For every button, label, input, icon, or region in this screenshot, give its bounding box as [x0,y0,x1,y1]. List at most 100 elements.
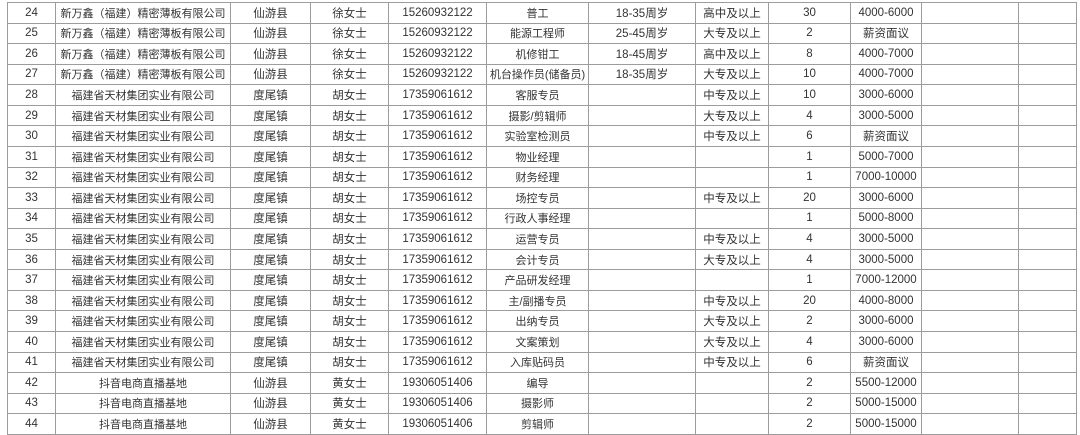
cell-empty-1[interactable] [921,310,1019,332]
cell-town[interactable]: 度尾镇 [230,207,311,230]
cell-salary[interactable]: 薪资面议 [850,351,922,374]
cell-row-number[interactable]: 34 [7,207,56,230]
cell-row-number[interactable]: 38 [7,289,56,312]
cell-position[interactable]: 普工 [486,2,589,24]
cell-salary[interactable]: 3000-6000 [850,310,922,332]
cell-age-range[interactable] [588,104,696,127]
cell-position[interactable]: 入库贴码员 [486,351,589,374]
cell-age-range[interactable] [588,187,696,209]
cell-salary[interactable]: 薪资面议 [850,125,922,147]
cell-contact[interactable]: 胡女士 [310,248,389,271]
cell-education[interactable] [695,269,769,291]
cell-company[interactable]: 福建省天材集团实业有限公司 [55,187,231,209]
cell-salary[interactable]: 5000-15000 [850,413,922,435]
cell-empty-1[interactable] [921,269,1019,291]
cell-company[interactable]: 福建省天材集团实业有限公司 [55,269,231,291]
cell-salary[interactable]: 4000-7000 [850,63,922,86]
cell-openings[interactable]: 6 [768,351,851,374]
cell-company[interactable]: 福建省天材集团实业有限公司 [55,228,231,250]
cell-empty-1[interactable] [921,104,1019,127]
cell-empty-1[interactable] [921,372,1019,394]
cell-company[interactable]: 抖音电商直播基地 [55,372,231,394]
cell-education[interactable]: 高中及以上 [695,2,769,24]
cell-company[interactable]: 福建省天材集团实业有限公司 [55,104,231,127]
cell-row-number[interactable]: 30 [7,125,56,147]
cell-town[interactable]: 仙游县 [230,63,311,86]
cell-salary[interactable]: 3000-5000 [850,104,922,127]
cell-empty-1[interactable] [921,125,1019,147]
cell-openings[interactable]: 10 [768,63,851,86]
cell-position[interactable]: 编导 [486,372,589,394]
cell-phone[interactable]: 17359061612 [388,289,487,312]
cell-education[interactable]: 中专及以上 [695,228,769,250]
cell-empty-1[interactable] [921,166,1019,189]
cell-education[interactable]: 大专及以上 [695,63,769,86]
cell-salary[interactable]: 3000-5000 [850,228,922,250]
cell-company[interactable]: 新万鑫（福建）精密薄板有限公司 [55,2,231,24]
cell-position[interactable]: 机修钳工 [486,43,589,65]
cell-openings[interactable]: 2 [768,310,851,332]
cell-position[interactable]: 场控专员 [486,187,589,209]
cell-row-number[interactable]: 36 [7,248,56,271]
cell-phone[interactable]: 17359061612 [388,207,487,230]
cell-openings[interactable]: 2 [768,392,851,415]
cell-contact[interactable]: 胡女士 [310,289,389,312]
cell-row-number[interactable]: 35 [7,228,56,250]
cell-position[interactable]: 产品研发经理 [486,269,589,291]
cell-salary[interactable]: 4000-6000 [850,2,922,24]
cell-position[interactable]: 机台操作员(储备员) [486,63,589,86]
cell-empty-1[interactable] [921,248,1019,271]
cell-company[interactable]: 新万鑫（福建）精密薄板有限公司 [55,43,231,65]
cell-openings[interactable]: 2 [768,372,851,394]
cell-empty-2[interactable] [1018,248,1077,271]
cell-empty-2[interactable] [1018,269,1077,291]
cell-town[interactable]: 仙游县 [230,2,311,24]
cell-age-range[interactable]: 18-45周岁 [588,43,696,65]
cell-town[interactable]: 度尾镇 [230,104,311,127]
cell-openings[interactable]: 1 [768,207,851,230]
cell-position[interactable]: 能源工程师 [486,22,589,45]
cell-contact[interactable]: 胡女士 [310,351,389,374]
cell-row-number[interactable]: 39 [7,310,56,332]
cell-town[interactable]: 度尾镇 [230,187,311,209]
cell-row-number[interactable]: 28 [7,84,56,106]
cell-openings[interactable]: 4 [768,104,851,127]
cell-age-range[interactable] [588,392,696,415]
cell-openings[interactable]: 30 [768,2,851,24]
cell-empty-1[interactable] [921,2,1019,24]
cell-row-number[interactable]: 40 [7,331,56,353]
cell-town[interactable]: 度尾镇 [230,269,311,291]
cell-age-range[interactable] [588,166,696,189]
cell-openings[interactable]: 2 [768,22,851,45]
cell-company[interactable]: 福建省天材集团实业有限公司 [55,84,231,106]
cell-empty-1[interactable] [921,43,1019,65]
cell-empty-2[interactable] [1018,63,1077,86]
cell-empty-2[interactable] [1018,2,1077,24]
cell-town[interactable]: 度尾镇 [230,351,311,374]
cell-town[interactable]: 度尾镇 [230,166,311,189]
cell-education[interactable]: 中专及以上 [695,84,769,106]
cell-openings[interactable]: 8 [768,43,851,65]
cell-age-range[interactable] [588,145,696,168]
cell-openings[interactable]: 1 [768,166,851,189]
cell-position[interactable]: 出纳专员 [486,310,589,332]
cell-contact[interactable]: 黄女士 [310,372,389,394]
cell-company[interactable]: 抖音电商直播基地 [55,413,231,435]
cell-company[interactable]: 福建省天材集团实业有限公司 [55,289,231,312]
cell-position[interactable]: 剪辑师 [486,413,589,435]
cell-openings[interactable]: 4 [768,248,851,271]
cell-empty-1[interactable] [921,228,1019,250]
cell-town[interactable]: 度尾镇 [230,145,311,168]
cell-town[interactable]: 度尾镇 [230,310,311,332]
cell-openings[interactable]: 20 [768,187,851,209]
cell-empty-2[interactable] [1018,43,1077,65]
cell-salary[interactable]: 5500-12000 [850,372,922,394]
cell-empty-1[interactable] [921,413,1019,435]
cell-contact[interactable]: 徐女士 [310,22,389,45]
cell-phone[interactable]: 17359061612 [388,331,487,353]
cell-age-range[interactable] [588,310,696,332]
cell-empty-1[interactable] [921,331,1019,353]
cell-education[interactable] [695,145,769,168]
cell-row-number[interactable]: 37 [7,269,56,291]
cell-salary[interactable]: 7000-12000 [850,269,922,291]
